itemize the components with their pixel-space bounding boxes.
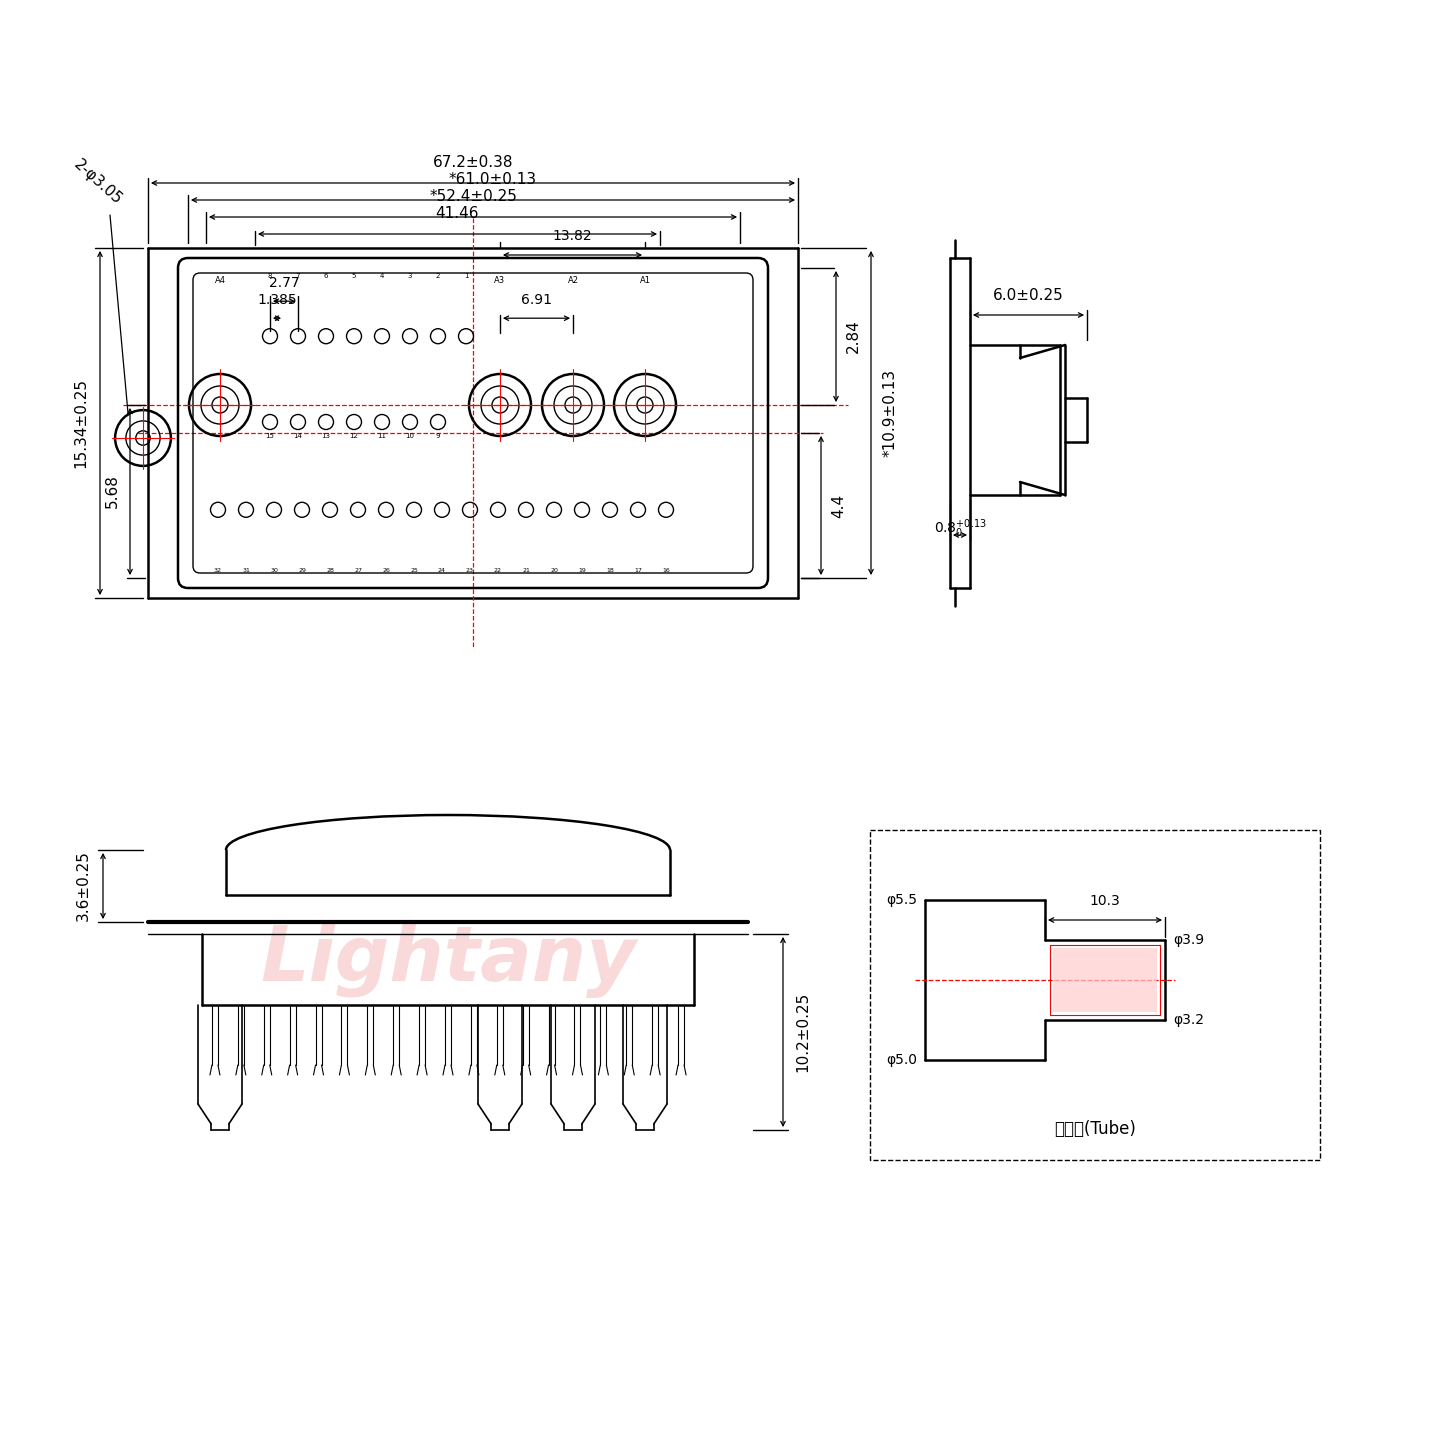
Text: 5: 5 bbox=[351, 274, 356, 279]
Text: 41.46: 41.46 bbox=[436, 206, 480, 220]
Text: 8: 8 bbox=[268, 274, 272, 279]
Bar bbox=[1053, 948, 1156, 1012]
Text: Lightany: Lightany bbox=[261, 923, 636, 998]
Text: φ3.9: φ3.9 bbox=[1174, 933, 1204, 948]
Text: 2.77: 2.77 bbox=[269, 276, 300, 291]
Text: 1: 1 bbox=[464, 274, 468, 279]
Text: 13.82: 13.82 bbox=[553, 229, 592, 243]
Text: 16: 16 bbox=[662, 567, 670, 573]
Text: 4.4: 4.4 bbox=[831, 494, 845, 517]
Text: 7: 7 bbox=[295, 274, 301, 279]
Text: 18: 18 bbox=[606, 567, 613, 573]
Text: 30: 30 bbox=[271, 567, 278, 573]
Text: 0.8$^{+0.13}_{0}$: 0.8$^{+0.13}_{0}$ bbox=[933, 517, 986, 540]
Text: 27: 27 bbox=[354, 567, 361, 573]
Text: 12: 12 bbox=[350, 432, 359, 439]
Text: 4: 4 bbox=[380, 274, 384, 279]
Text: 3: 3 bbox=[408, 274, 412, 279]
Text: 32: 32 bbox=[215, 567, 222, 573]
Text: 2: 2 bbox=[436, 274, 441, 279]
Text: A4: A4 bbox=[215, 276, 226, 285]
Text: 10.3: 10.3 bbox=[1090, 894, 1120, 909]
Text: A2: A2 bbox=[567, 276, 579, 285]
Text: 9: 9 bbox=[436, 432, 441, 439]
Text: φ5.0: φ5.0 bbox=[886, 1053, 917, 1067]
Text: *61.0±0.13: *61.0±0.13 bbox=[449, 171, 537, 187]
Text: 屏蔽管(Tube): 屏蔽管(Tube) bbox=[1054, 1120, 1136, 1138]
Text: 24: 24 bbox=[438, 567, 446, 573]
Text: 3.6±0.25: 3.6±0.25 bbox=[76, 851, 91, 922]
Text: 6.91: 6.91 bbox=[521, 294, 552, 307]
Text: 17: 17 bbox=[634, 567, 642, 573]
Text: 22: 22 bbox=[494, 567, 503, 573]
Text: 28: 28 bbox=[325, 567, 334, 573]
Text: 5.68: 5.68 bbox=[105, 475, 120, 508]
Text: 13: 13 bbox=[321, 432, 331, 439]
Text: 2-φ3.05: 2-φ3.05 bbox=[71, 157, 125, 207]
Text: 11: 11 bbox=[377, 432, 386, 439]
Text: 6: 6 bbox=[324, 274, 328, 279]
Text: φ5.5: φ5.5 bbox=[886, 893, 917, 907]
Text: 14: 14 bbox=[294, 432, 302, 439]
Text: 15.34±0.25: 15.34±0.25 bbox=[73, 379, 88, 468]
Text: 29: 29 bbox=[298, 567, 307, 573]
Text: *10.9±0.13: *10.9±0.13 bbox=[883, 369, 899, 456]
Text: 10: 10 bbox=[406, 432, 415, 439]
Text: 31: 31 bbox=[242, 567, 251, 573]
Text: 20: 20 bbox=[550, 567, 557, 573]
Text: 23: 23 bbox=[467, 567, 474, 573]
Text: 10.2±0.25: 10.2±0.25 bbox=[795, 992, 809, 1073]
Text: A3: A3 bbox=[494, 276, 505, 285]
Text: 67.2±0.38: 67.2±0.38 bbox=[433, 156, 513, 170]
Text: 2.84: 2.84 bbox=[845, 320, 861, 353]
Text: 6.0±0.25: 6.0±0.25 bbox=[994, 288, 1064, 302]
Text: 26: 26 bbox=[382, 567, 390, 573]
Text: 25: 25 bbox=[410, 567, 418, 573]
Text: *52.4±0.25: *52.4±0.25 bbox=[429, 189, 517, 204]
Text: A1: A1 bbox=[639, 276, 651, 285]
Text: φ3.2: φ3.2 bbox=[1174, 1012, 1204, 1027]
Text: 21: 21 bbox=[523, 567, 530, 573]
Text: 1.385: 1.385 bbox=[258, 294, 297, 307]
Text: 15: 15 bbox=[265, 432, 275, 439]
Text: 19: 19 bbox=[577, 567, 586, 573]
